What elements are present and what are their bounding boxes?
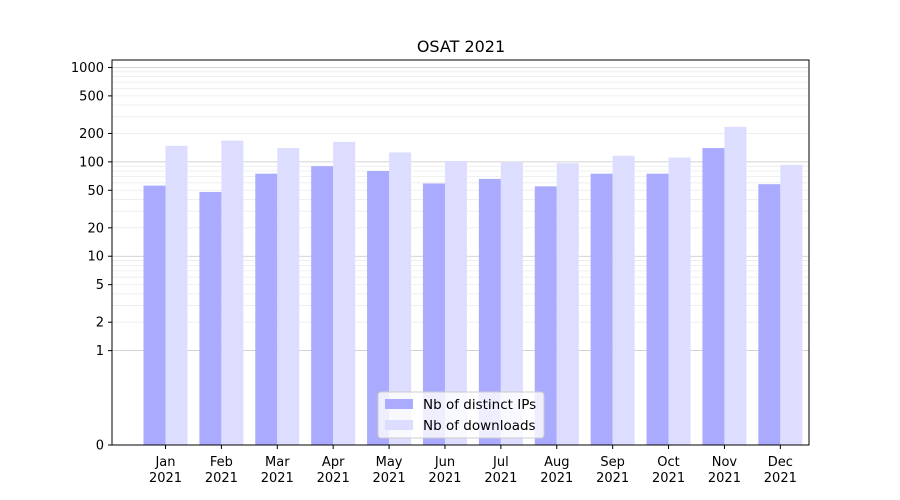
x-tick-label: Feb 2021 <box>205 455 238 486</box>
x-tick-label: Nov 2021 <box>708 455 741 486</box>
x-tick-label: Mar 2021 <box>261 455 294 486</box>
y-tick-label: 10 <box>87 250 104 265</box>
bar-downloads <box>612 155 635 445</box>
legend-label: Nb of distinct IPs <box>423 397 536 413</box>
bar-distinct-ips <box>143 185 166 445</box>
bar-downloads <box>333 141 356 446</box>
bar-downloads <box>444 161 467 445</box>
x-tick-label: Jan 2021 <box>149 455 182 486</box>
bar-distinct-ips <box>646 173 669 446</box>
bar-distinct-ips <box>702 148 725 445</box>
y-tick-label: 1000 <box>71 61 104 76</box>
y-tick-label: 100 <box>79 155 104 170</box>
bar-downloads <box>277 148 300 445</box>
bar-distinct-ips <box>422 183 445 446</box>
legend-label: Nb of downloads <box>423 418 536 434</box>
y-tick-label: 500 <box>79 89 104 104</box>
x-tick-label: Aug 2021 <box>540 455 573 486</box>
bar-distinct-ips <box>367 171 390 446</box>
bar-distinct-ips <box>590 173 613 446</box>
bar-distinct-ips <box>311 166 334 445</box>
y-axis: 0 1 2 5 10 20 50 100 200 500 1000 <box>71 61 112 454</box>
x-tick-label: Sep 2021 <box>596 455 629 486</box>
legend-box <box>377 391 545 439</box>
legend: Nb of distinct IPs Nb of downloads <box>377 391 545 439</box>
bar-downloads <box>165 145 188 446</box>
y-tick-label: 200 <box>79 127 104 142</box>
x-tick-label: Oct 2021 <box>652 455 685 486</box>
bar-downloads <box>668 157 691 446</box>
y-tick-label: 1 <box>96 344 104 359</box>
bar-distinct-ips <box>534 186 557 445</box>
chart-title: OSAT 2021 <box>417 37 505 56</box>
x-tick-label: Jul 2021 <box>484 455 517 486</box>
legend-swatch <box>385 399 413 409</box>
y-tick-label: 5 <box>96 278 104 293</box>
y-tick-label: 20 <box>87 221 104 236</box>
bar-distinct-ips <box>199 191 222 445</box>
bar-distinct-ips <box>758 184 781 445</box>
bar-distinct-ips <box>255 173 278 446</box>
legend-swatch <box>385 420 413 430</box>
bar-downloads <box>780 164 803 445</box>
bar-downloads <box>556 163 579 445</box>
x-tick-label: Dec 2021 <box>764 455 797 486</box>
bar-downloads <box>221 140 244 445</box>
x-axis: Jan 2021 Feb 2021 Mar 2021 Apr 2021 May 2021 Jun 20… <box>149 445 797 486</box>
bar-downloads <box>500 161 523 445</box>
x-tick-label: Jun 2021 <box>428 455 461 486</box>
y-tick-label: 0 <box>96 439 104 454</box>
x-tick-label: Apr 2021 <box>317 455 350 486</box>
plot-frame <box>111 59 810 446</box>
x-tick-label: May 2021 <box>373 455 406 486</box>
bar-distinct-ips <box>478 178 501 445</box>
bars <box>143 126 803 446</box>
y-tick-label: 50 <box>87 184 104 199</box>
bar-downloads <box>389 152 412 445</box>
bar-downloads <box>724 126 747 445</box>
y-tick-label: 2 <box>96 316 104 331</box>
